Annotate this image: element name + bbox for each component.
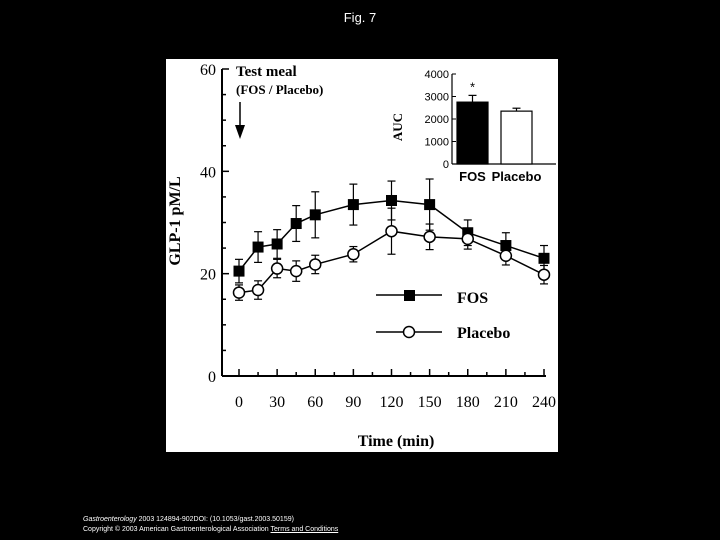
placebo-data-point [270, 262, 284, 275]
glp1-chart: 0 20 40 60 0 30 60 90 120 150 180 210 240 Test meal … [167, 62, 556, 450]
inset-axes: 0 1000 2000 3000 4000 [425, 69, 556, 171]
y-axis-label: GLP-1 pM/L [167, 176, 184, 265]
legend: FOS Placebo [376, 290, 510, 342]
fos-data-point [538, 252, 550, 264]
legend-placebo-marker [402, 325, 416, 339]
inset-y-tick-label: 0 [443, 159, 449, 171]
placebo-data-point [347, 247, 360, 261]
copyright-text: Copyright © 2003 American Gastroenterolo… [83, 526, 269, 533]
inset-y-tick-label: 3000 [425, 92, 449, 104]
fos-data-point [271, 238, 283, 250]
fos-data-point [309, 209, 321, 221]
y-tick-label: 0 [208, 369, 216, 386]
fos-bar [456, 101, 489, 165]
main-axes: 0 20 40 60 0 30 60 90 120 150 180 210 240 [200, 62, 556, 411]
fos-data-point [252, 241, 264, 253]
inset-y-tick-label: 2000 [425, 114, 449, 126]
legend-fos-label: FOS [457, 290, 488, 307]
x-tick-label: 0 [235, 394, 243, 411]
y-tick-label: 60 [200, 62, 216, 79]
placebo-data-point [232, 286, 246, 299]
placebo-data-point [385, 224, 398, 238]
placebo-data-point [499, 249, 513, 263]
citation-line: Gastroenterology 2003 124894-902DOI: (10… [83, 515, 338, 525]
placebo-data-point [461, 232, 474, 246]
placebo-data-point [537, 268, 551, 281]
annotation-line2: (FOS / Placebo) [236, 82, 323, 97]
citation-text: 2003 124894-902DOI: (10.1053/gast.2003.5… [136, 516, 294, 523]
y-tick-label: 40 [200, 164, 216, 181]
legend-placebo-label: Placebo [457, 325, 510, 342]
inset-y-tick-label: 4000 [425, 69, 449, 81]
x-tick-label: 210 [494, 394, 518, 411]
auc-inset: 0 1000 2000 3000 4000 FOS Placebo * AUC [390, 69, 556, 184]
terms-link[interactable]: Terms and Conditions [270, 526, 339, 533]
placebo-data-point [251, 283, 265, 297]
legend-fos-marker [404, 290, 415, 301]
x-tick-label: 180 [456, 394, 480, 411]
copyright-line: Copyright © 2003 American Gastroenterolo… [83, 525, 338, 535]
x-tick-label: 150 [418, 394, 442, 411]
inset-y-tick-label: 1000 [425, 137, 449, 149]
x-tick-label: 90 [345, 394, 361, 411]
placebo-bar-label: Placebo [492, 169, 542, 184]
x-axis-label: Time (min) [358, 433, 435, 450]
fos-data-point [347, 199, 359, 211]
main-series [232, 178, 551, 301]
placebo-data-point [309, 258, 322, 271]
figure-panel: 0 20 40 60 0 30 60 90 120 150 180 210 240 Test meal … [166, 59, 558, 452]
annotation-line1: Test meal [236, 64, 297, 80]
journal-name: Gastroenterology [83, 516, 137, 523]
placebo-data-point [423, 230, 436, 244]
figure-title: Fig. 7 [343, 10, 377, 25]
inset-y-label: AUC [390, 113, 405, 141]
significance-star: * [470, 79, 475, 94]
fos-data-point [386, 194, 397, 206]
x-tick-label: 240 [532, 394, 556, 411]
fos-data-point [500, 240, 512, 252]
fos-data-point [233, 265, 245, 277]
test-meal-annotation: Test meal (FOS / Placebo) [235, 64, 323, 139]
x-tick-label: 120 [380, 394, 404, 411]
fos-bar-label: FOS [459, 169, 486, 184]
inset-bars: FOS Placebo * [456, 79, 542, 184]
footer: Gastroenterology 2003 124894-902DOI: (10… [83, 515, 338, 535]
fos-data-point [290, 218, 302, 230]
x-tick-label: 60 [307, 394, 323, 411]
x-tick-label: 30 [269, 394, 285, 411]
test-meal-arrow-head [235, 125, 245, 139]
fos-data-point [424, 199, 436, 211]
y-tick-label: 20 [200, 267, 216, 284]
placebo-bar [500, 110, 533, 165]
placebo-data-point [289, 264, 303, 278]
